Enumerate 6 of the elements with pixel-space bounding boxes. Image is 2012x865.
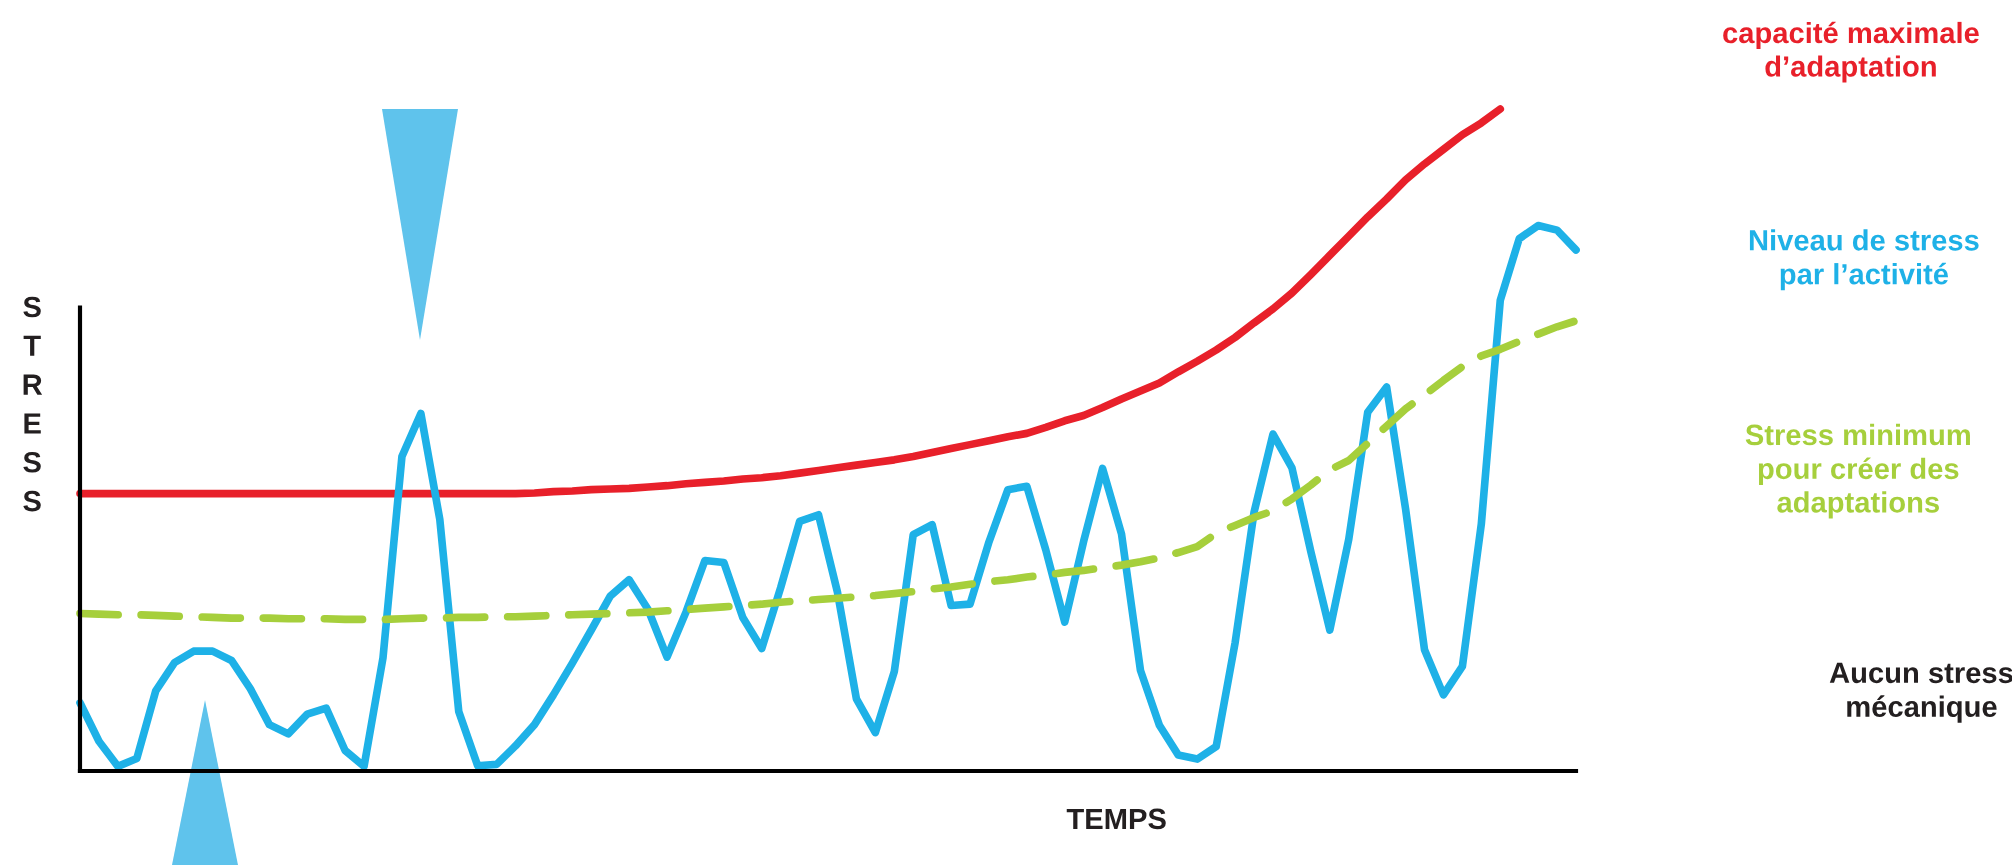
x-axis-title: TEMPS — [1066, 808, 1166, 830]
y-axis-title: STRESS — [23, 296, 43, 512]
text: Aucun stress mécanique — [1829, 662, 2012, 723]
text: capacité maximale d’adaptation — [1723, 21, 1979, 83]
text: Stress minimum pour créer des adaptations — [1745, 423, 1970, 519]
text: Niveau de stress par l’activité — [1749, 229, 1979, 291]
